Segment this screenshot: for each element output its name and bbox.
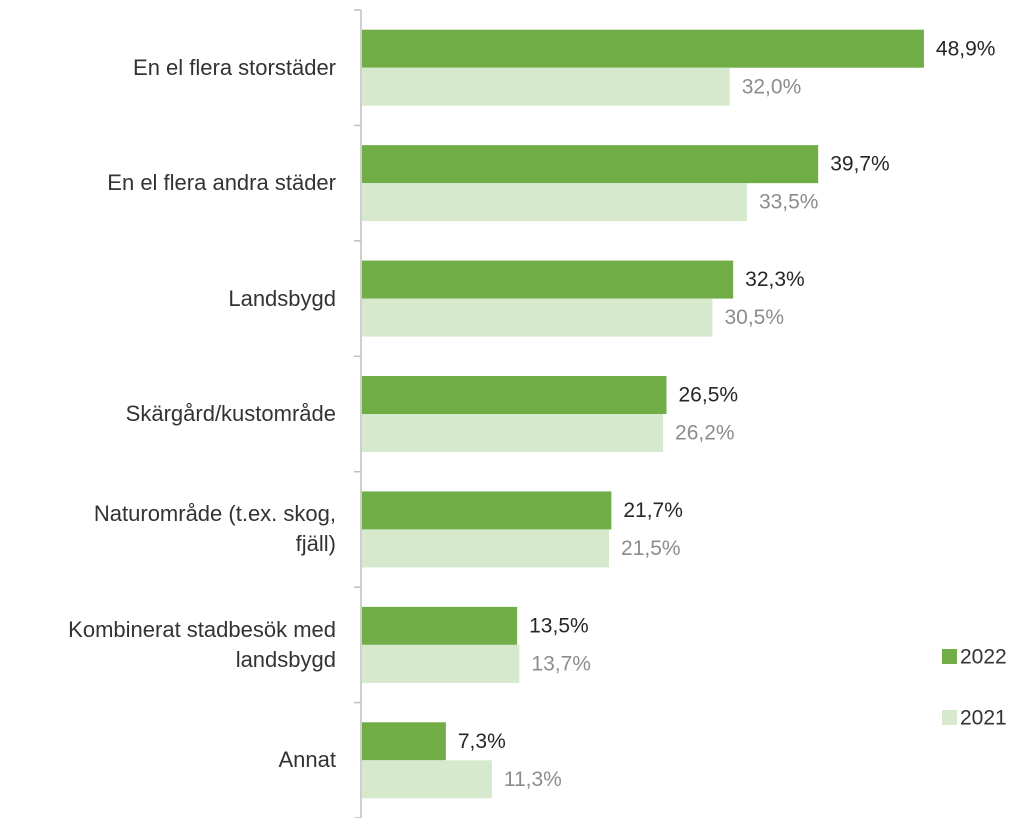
bar xyxy=(362,606,518,645)
value-label: 11,3% xyxy=(504,768,562,791)
legend-label: 2021 xyxy=(960,707,1007,730)
category-label: Skärgård/kustområde xyxy=(125,401,336,426)
value-label: 32,3% xyxy=(745,268,805,291)
bar xyxy=(362,376,667,414)
value-label: 30,5% xyxy=(724,306,784,329)
category-label: Annat xyxy=(278,747,337,773)
bar xyxy=(362,145,819,184)
bar xyxy=(362,29,924,68)
category-label: En el flera storstäder xyxy=(133,54,336,80)
bar xyxy=(362,491,612,530)
value-label: 48,9% xyxy=(936,37,996,60)
value-label: 21,5% xyxy=(621,537,681,560)
category-label: Naturområde (t.ex. skog, fjäll) xyxy=(93,501,336,557)
bar xyxy=(362,760,492,799)
bar xyxy=(362,67,730,106)
category-label: Landsbygd xyxy=(228,285,336,311)
value-label: 26,5% xyxy=(679,384,739,407)
bar xyxy=(362,298,713,337)
value-label: 32,0% xyxy=(742,75,802,98)
value-label: 7,3% xyxy=(458,730,506,753)
value-label: 26,2% xyxy=(675,422,735,445)
bar xyxy=(362,529,610,568)
value-label: 13,7% xyxy=(531,652,591,675)
value-label: 39,7% xyxy=(830,153,890,176)
bar xyxy=(362,414,664,452)
legend-swatch xyxy=(942,649,957,664)
value-label: 21,7% xyxy=(623,499,683,522)
legend-swatch xyxy=(942,710,957,725)
category-label: En el flera andra städer xyxy=(107,170,336,196)
value-label: 33,5% xyxy=(759,191,819,214)
legend-label: 2022 xyxy=(960,646,1007,669)
bar xyxy=(362,722,446,761)
bar xyxy=(362,260,734,299)
value-label: 13,5% xyxy=(529,614,589,637)
category-label: Kombinerat stadbesök med landsbygd xyxy=(68,616,336,672)
bar xyxy=(362,183,747,222)
bar xyxy=(362,644,520,683)
